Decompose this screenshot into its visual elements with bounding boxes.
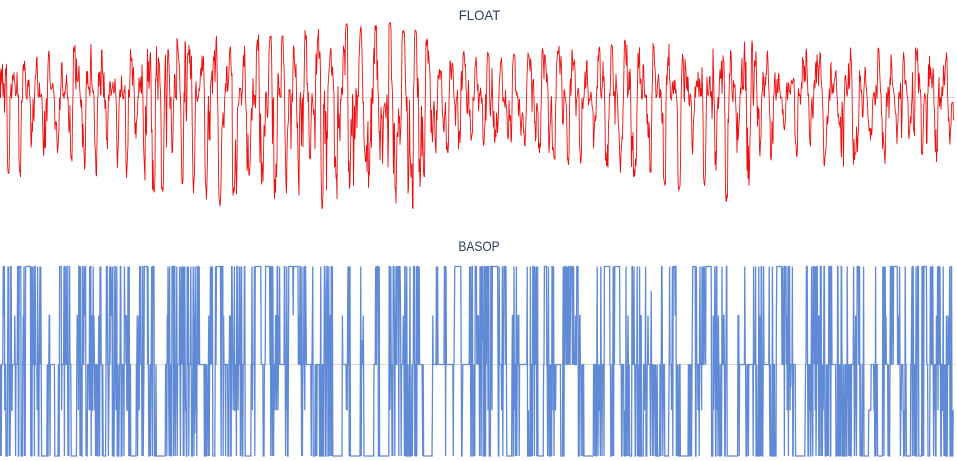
svg-text:BASOP: BASOP bbox=[458, 238, 499, 254]
svg-text:FLOAT: FLOAT bbox=[459, 7, 501, 23]
